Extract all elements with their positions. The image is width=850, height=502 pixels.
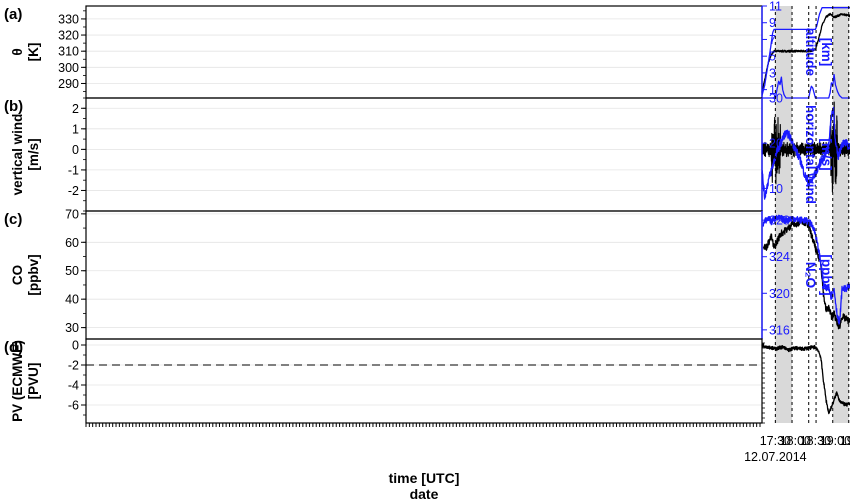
panel-0	[81, 5, 850, 99]
series-horizontal-wind-line	[761, 106, 850, 200]
y-tick-label-left: 320	[58, 29, 79, 43]
y-tick-label-right: 328	[769, 214, 790, 228]
y-tick-label-right: 9	[769, 16, 776, 30]
x-axis-date-label: 12.07.2014	[744, 450, 807, 464]
panel-frame	[85, 97, 763, 212]
x-tick-label: 17:30	[760, 434, 791, 448]
y-axis-label-left: vertical wind	[10, 114, 25, 196]
y-tick-label-right: 5	[769, 50, 776, 64]
panel-label: (b)	[4, 98, 23, 115]
y-tick-label-left: 0	[72, 339, 79, 353]
y-tick-label-right: 7	[769, 33, 776, 47]
panel-frame	[85, 5, 763, 99]
y-tick-label-left: 1	[72, 122, 79, 136]
panel-2	[81, 210, 850, 340]
y-tick-label-left: -1	[68, 163, 79, 177]
y-axis-unit-left: [PVU]	[26, 363, 41, 400]
series-cloud-line	[761, 73, 850, 99]
shaded-interval-1	[832, 6, 849, 423]
y-tick-label-left: 310	[58, 45, 79, 59]
panel-frame	[85, 210, 763, 340]
y-tick-label-right: 30	[769, 92, 783, 106]
x-tick-label: 19:30	[840, 434, 850, 448]
x-axis-subtitle: date	[410, 486, 439, 502]
y-tick-label-right: 320	[769, 287, 790, 301]
y-tick-label-left: -4	[68, 379, 79, 393]
x-tick-label: 18:30	[800, 434, 831, 448]
panel-frame	[85, 338, 763, 424]
y-axis-label-left: PV (ECMWF)	[10, 340, 25, 422]
series-CO-line	[762, 217, 850, 330]
y-axis-unit-left: [K]	[26, 43, 41, 62]
y-tick-label-right: 316	[769, 323, 790, 337]
y-tick-label-left: 330	[58, 12, 79, 26]
panel-3	[81, 338, 850, 424]
y-tick-label-left: -6	[68, 399, 79, 413]
panel-label: (a)	[4, 6, 22, 23]
y-tick-label-left: -2	[68, 184, 79, 198]
panel-1	[81, 97, 850, 212]
y-tick-label-right: 3	[769, 66, 776, 80]
y-tick-label-left: 60	[65, 236, 79, 250]
y-tick-label-left: 0	[72, 143, 79, 157]
y-axis-unit-right: [m/s]	[819, 138, 834, 170]
y-axis-label-left: CO	[10, 265, 25, 285]
series-PV-line	[761, 343, 850, 415]
panel-label: (c)	[4, 211, 22, 228]
y-tick-label-left: -2	[68, 359, 79, 373]
y-axis-label-right: altitude	[803, 28, 818, 76]
y-tick-label-right: 10	[769, 182, 783, 196]
x-tick-label: 19:00	[820, 434, 850, 448]
y-tick-label-right: 1	[769, 83, 776, 97]
series-altitude-line	[761, 7, 850, 96]
shaded-interval-0	[775, 6, 793, 423]
x-axis-title: time [UTC]	[389, 470, 460, 486]
y-tick-label-left: 300	[58, 61, 79, 75]
y-axis-label-left: θ	[10, 48, 25, 55]
panel-label: (d)	[4, 339, 23, 356]
y-tick-label-left: 40	[65, 293, 79, 307]
y-tick-label-right: 20	[769, 137, 783, 151]
y-tick-label-left: 2	[72, 102, 79, 116]
y-tick-label-right: 324	[769, 250, 790, 264]
series-vertical-wind-line	[761, 101, 850, 193]
y-axis-unit-left: [ppbv]	[26, 254, 41, 295]
x-tick-label: 18:00	[780, 434, 811, 448]
y-tick-label-left: 290	[58, 77, 79, 91]
y-tick-label-left: 70	[65, 207, 79, 221]
series-N2O-line	[762, 214, 850, 325]
y-tick-label-left: 50	[65, 264, 79, 278]
y-axis-label-right: horizontal wind	[803, 105, 818, 204]
series-left-line	[761, 12, 850, 93]
y-axis-unit-right: [ppbv]	[819, 254, 834, 295]
y-axis-unit-right: [km]	[819, 38, 834, 67]
y-tick-label-left: 30	[65, 321, 79, 335]
y-axis-label-right: N₂O	[803, 262, 818, 288]
y-axis-unit-left: [m/s]	[26, 138, 41, 170]
